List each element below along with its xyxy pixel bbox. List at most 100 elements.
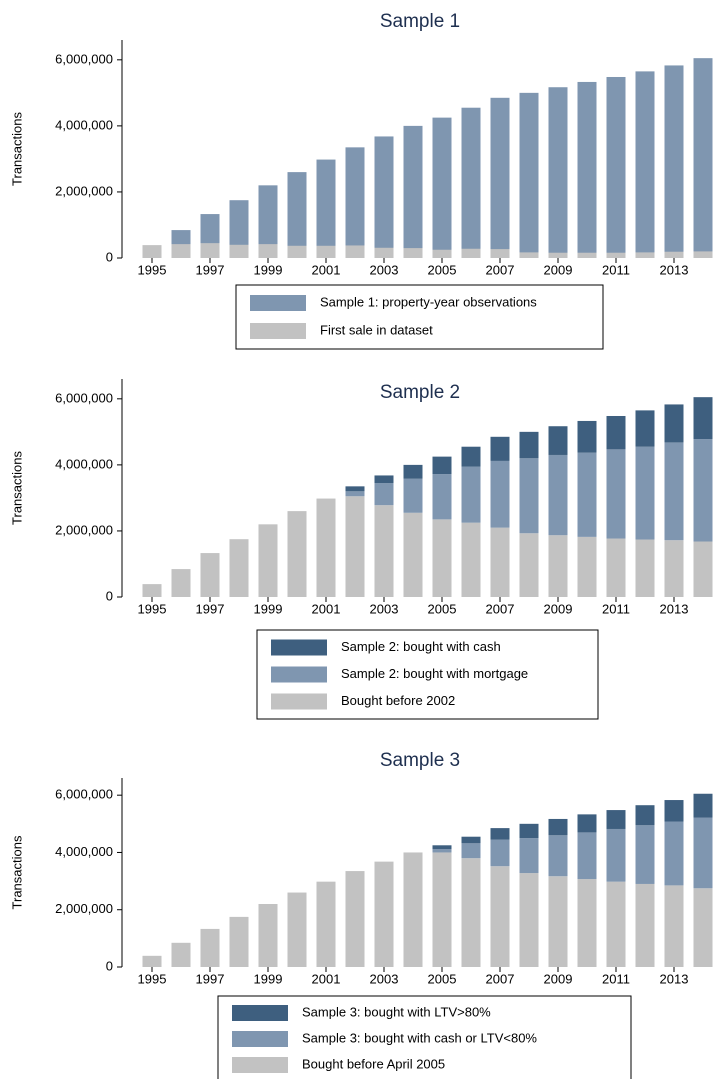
y-tick-label: 4,000,000 xyxy=(55,844,113,859)
bar xyxy=(693,397,713,440)
bar xyxy=(693,251,713,258)
bar xyxy=(635,825,655,884)
bar xyxy=(519,431,539,459)
x-tick-label: 2009 xyxy=(544,971,573,986)
bar xyxy=(461,843,481,859)
bar xyxy=(345,147,365,258)
x-tick-label: 2007 xyxy=(486,601,515,616)
bar xyxy=(345,491,365,497)
bar xyxy=(374,483,394,506)
y-axis-label: Transactions xyxy=(9,451,24,525)
bar xyxy=(200,928,220,967)
bar xyxy=(490,839,510,867)
bar xyxy=(287,892,307,967)
bar xyxy=(635,446,655,540)
bar xyxy=(606,252,626,258)
legend-label: Sample 3: bought with LTV>80% xyxy=(302,1004,491,1019)
bar xyxy=(606,828,626,882)
bar xyxy=(403,248,423,258)
bar xyxy=(142,245,162,258)
bar xyxy=(693,793,713,818)
bar xyxy=(374,505,394,597)
legend-label: Bought before 2002 xyxy=(341,693,455,708)
bar xyxy=(171,569,191,597)
bar xyxy=(287,511,307,597)
y-tick-label: 6,000,000 xyxy=(55,51,113,66)
bar xyxy=(432,852,452,967)
bar xyxy=(461,446,481,467)
bar xyxy=(258,904,278,967)
y-tick-label: 0 xyxy=(106,958,113,973)
x-tick-label: 1997 xyxy=(196,262,225,277)
bar xyxy=(606,538,626,597)
bar xyxy=(461,466,481,523)
legend-label: Sample 2: bought with mortgage xyxy=(341,666,528,681)
bar xyxy=(577,814,597,833)
x-tick-label: 1999 xyxy=(254,971,283,986)
bar xyxy=(519,252,539,258)
bar xyxy=(635,252,655,258)
bar xyxy=(577,252,597,258)
chart-title: Sample 3 xyxy=(380,750,460,771)
x-tick-label: 2001 xyxy=(312,262,341,277)
x-tick-label: 2001 xyxy=(312,601,341,616)
bar xyxy=(606,76,626,258)
bar xyxy=(461,522,481,597)
bar xyxy=(374,475,394,484)
x-tick-label: 2005 xyxy=(428,262,457,277)
bar xyxy=(490,828,510,840)
y-tick-label: 2,000,000 xyxy=(55,522,113,537)
bar xyxy=(432,519,452,597)
bar xyxy=(635,883,655,967)
y-axis-label: Transactions xyxy=(9,835,24,909)
y-axis-label: Transactions xyxy=(9,112,24,186)
bar xyxy=(577,832,597,880)
x-tick-label: 1999 xyxy=(254,601,283,616)
bar xyxy=(606,415,626,450)
bar xyxy=(664,65,684,258)
x-tick-label: 2003 xyxy=(370,971,399,986)
x-tick-label: 1999 xyxy=(254,262,283,277)
bar xyxy=(461,107,481,258)
bar xyxy=(287,245,307,258)
bar xyxy=(519,533,539,597)
bar xyxy=(374,136,394,258)
bar xyxy=(548,454,568,536)
x-tick-label: 2005 xyxy=(428,971,457,986)
bar xyxy=(345,486,365,492)
bar xyxy=(229,244,249,258)
bar xyxy=(577,452,597,537)
bar xyxy=(258,185,278,258)
bar xyxy=(490,436,510,461)
bar xyxy=(316,245,336,258)
bar xyxy=(519,458,539,534)
bar xyxy=(142,584,162,597)
bar xyxy=(664,442,684,541)
bar xyxy=(635,410,655,447)
bar xyxy=(490,460,510,528)
bar xyxy=(403,125,423,258)
bar xyxy=(461,858,481,967)
bar xyxy=(664,800,684,822)
bar xyxy=(432,249,452,258)
bar xyxy=(577,879,597,967)
bar xyxy=(693,817,713,889)
legend-swatch xyxy=(271,639,327,656)
bar xyxy=(548,87,568,258)
bar xyxy=(316,159,336,258)
bar xyxy=(519,823,539,839)
legend-label: Sample 2: bought with cash xyxy=(341,639,501,654)
bar xyxy=(519,873,539,967)
legend-label: Bought before April 2005 xyxy=(302,1056,445,1071)
bar xyxy=(664,540,684,597)
bar xyxy=(316,498,336,597)
bar xyxy=(461,836,481,844)
bar xyxy=(693,439,713,542)
bar xyxy=(200,243,220,258)
bar xyxy=(403,852,423,967)
x-tick-label: 2009 xyxy=(544,262,573,277)
legend-label: First sale in dataset xyxy=(320,322,433,337)
bar xyxy=(577,536,597,597)
bar xyxy=(171,942,191,967)
